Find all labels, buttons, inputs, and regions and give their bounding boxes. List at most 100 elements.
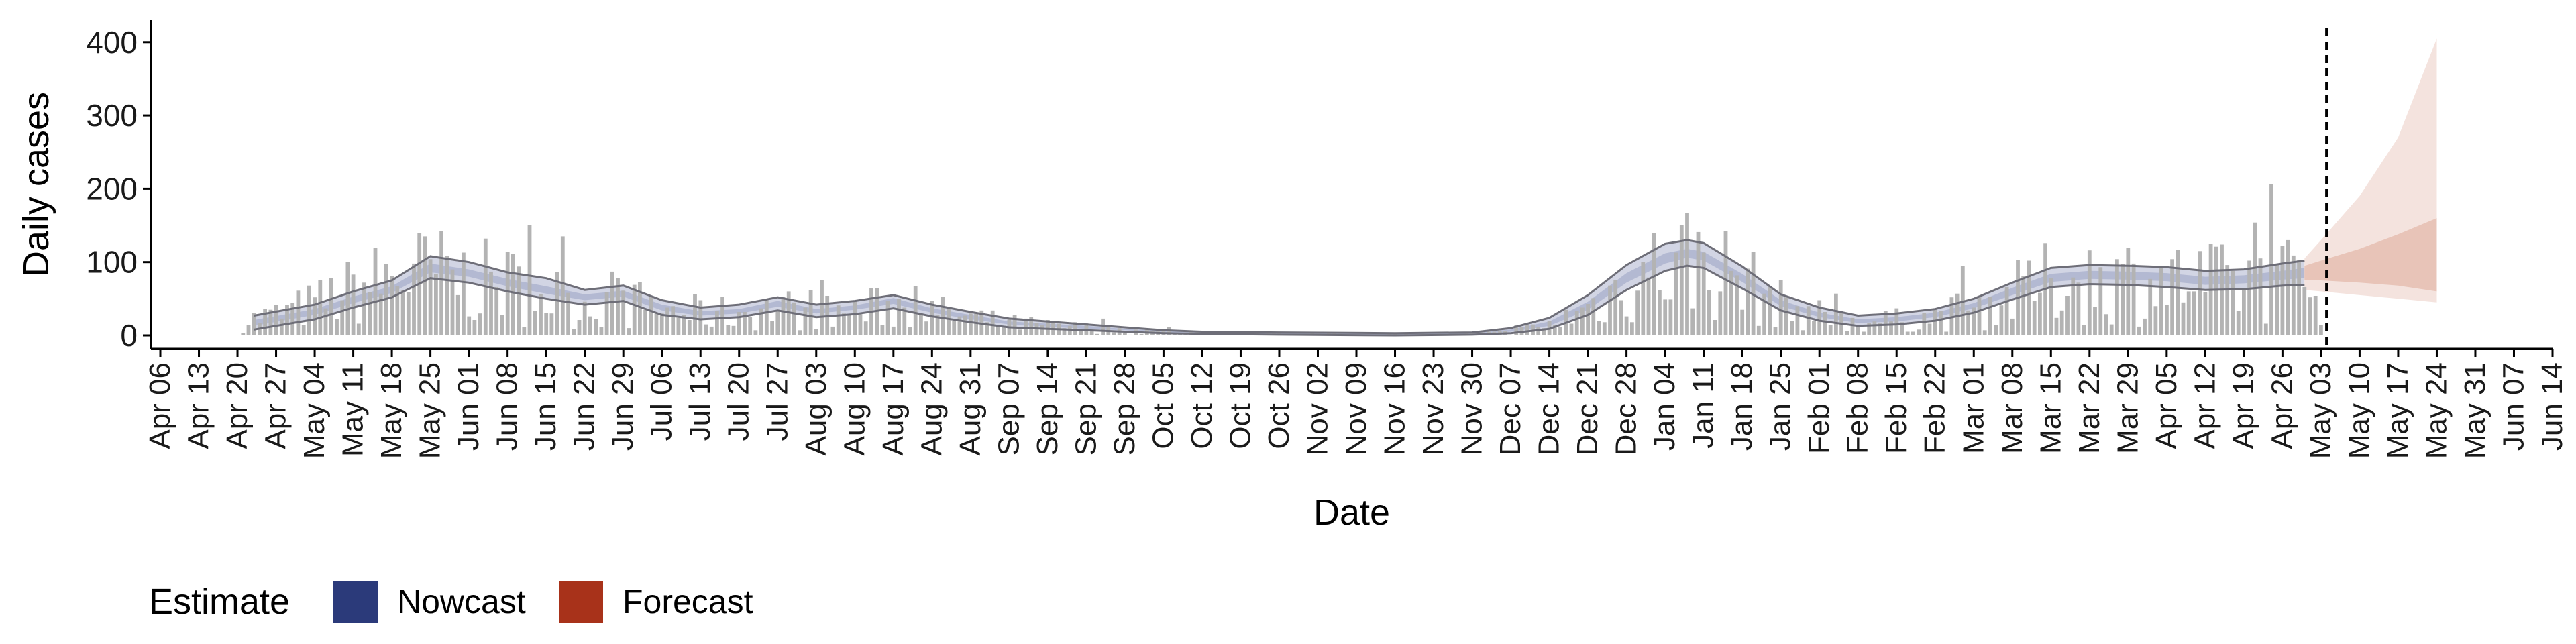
x-tick-label: May 24: [2420, 362, 2453, 459]
x-tick-label: Oct 05: [1146, 362, 1179, 449]
daily-case-bar: [268, 309, 273, 335]
daily-case-bar: [1674, 252, 1678, 335]
x-tick-label: Jun 01: [452, 362, 485, 451]
daily-case-bar: [1542, 328, 1546, 335]
y-tick-label: 200: [86, 171, 138, 206]
daily-case-bar: [1525, 325, 1529, 335]
x-tick-label: Jan 18: [1725, 362, 1758, 451]
daily-case-bar: [2109, 324, 2114, 335]
daily-case-bar: [2098, 267, 2103, 335]
daily-case-bar: [2170, 259, 2174, 335]
daily-case-bar: [687, 320, 692, 335]
daily-case-bar: [1613, 280, 1618, 335]
daily-case-bar: [1641, 262, 1646, 335]
daily-case-bar: [582, 301, 587, 335]
daily-case-bar: [1917, 329, 1921, 335]
daily-case-bar: [1690, 308, 1695, 335]
y-tick-label: 400: [86, 25, 138, 60]
x-tick-label: Nov 16: [1379, 362, 1411, 455]
daily-case-bar: [2302, 286, 2307, 335]
x-tick-label: Mar 15: [2034, 362, 2067, 454]
daily-case-bar: [2159, 267, 2163, 335]
daily-case-bar: [555, 272, 559, 335]
y-tick-label: 300: [86, 98, 138, 133]
daily-case-bar: [820, 280, 824, 335]
legend-swatch-forecast: [559, 581, 603, 623]
daily-case-bar: [1624, 316, 1629, 335]
daily-case-bar: [1723, 231, 1728, 335]
daily-case-bar: [390, 276, 394, 335]
daily-case-bar: [2286, 239, 2290, 335]
daily-case-bar: [830, 326, 835, 335]
x-tick-label: Apr 12: [2188, 362, 2221, 449]
daily-case-bar: [1982, 330, 1987, 335]
daily-case-bar: [1773, 327, 1778, 335]
daily-case-bar: [539, 294, 543, 335]
daily-case-bar: [1994, 325, 1998, 335]
daily-case-bar: [985, 322, 989, 335]
daily-case-bar: [252, 313, 256, 335]
daily-case-bar: [2280, 246, 2285, 335]
x-tick-label: Nov 09: [1340, 362, 1373, 455]
daily-case-bar: [1580, 307, 1585, 335]
daily-case-bar: [1867, 323, 1872, 335]
daily-case-bar: [335, 319, 339, 335]
x-tick-label: Jun 29: [606, 362, 639, 451]
daily-case-bar: [455, 294, 460, 335]
daily-case-bar: [1685, 213, 1689, 335]
daily-case-bar: [2313, 296, 2318, 335]
daily-case-bar: [1944, 331, 1949, 335]
daily-case-bar: [285, 305, 289, 335]
daily-case-bar: [2203, 292, 2208, 335]
daily-case-bar: [263, 309, 267, 335]
daily-case-bar: [1735, 275, 1739, 335]
daily-case-bar: [2198, 251, 2202, 335]
daily-case-bar: [478, 313, 482, 335]
daily-case-bar: [969, 313, 973, 335]
daily-case-bar: [847, 315, 851, 335]
daily-case-bar: [1911, 331, 1915, 335]
daily-case-bar: [1597, 321, 1601, 335]
daily-case-bar: [439, 231, 443, 335]
x-tick-label: May 25: [414, 362, 447, 459]
daily-case-bar: [2242, 288, 2246, 335]
daily-case-bar: [318, 280, 323, 335]
daily-case-bar: [2115, 259, 2119, 335]
daily-case-bar: [1790, 321, 1794, 335]
x-tick-label: Sep 07: [992, 362, 1025, 455]
daily-case-bar: [2319, 325, 2323, 335]
daily-case-bar: [1608, 285, 1612, 335]
nowcast-upper-line: [254, 239, 2305, 335]
daily-case-bar: [1679, 225, 1684, 335]
daily-case-bar: [241, 333, 246, 335]
daily-case-bar: [2093, 307, 2097, 335]
nowcast-lower-line: [254, 264, 2305, 337]
daily-case-bar: [638, 282, 642, 335]
x-tick-label: Sep 14: [1031, 362, 1064, 455]
daily-case-bar: [709, 326, 714, 335]
daily-case-bar: [996, 325, 1000, 335]
daily-case-bar: [808, 290, 813, 335]
x-tick-label: Jul 27: [761, 362, 794, 441]
daily-case-bar: [941, 297, 945, 335]
daily-case-bar: [726, 325, 731, 335]
x-tick-label: Aug 03: [800, 362, 833, 455]
daily-case-bar: [1095, 333, 1099, 335]
daily-case-bar: [781, 297, 786, 335]
x-tick-label: Apr 20: [221, 362, 254, 449]
daily-case-bar: [891, 326, 896, 335]
x-tick-label: Sep 28: [1108, 362, 1141, 455]
legend-label-nowcast: Nowcast: [397, 583, 526, 621]
daily-case-bar: [599, 327, 604, 335]
daily-case-bar: [1701, 252, 1706, 335]
daily-case-bar: [1806, 306, 1811, 335]
x-tick-label: Mar 01: [1957, 362, 1990, 454]
daily-case-bar: [1089, 330, 1094, 335]
daily-case-bar: [373, 248, 378, 335]
daily-case-bar: [792, 302, 796, 335]
daily-case-bar: [2131, 263, 2136, 335]
daily-case-bar: [1878, 323, 1882, 335]
daily-case-bar: [313, 297, 317, 335]
